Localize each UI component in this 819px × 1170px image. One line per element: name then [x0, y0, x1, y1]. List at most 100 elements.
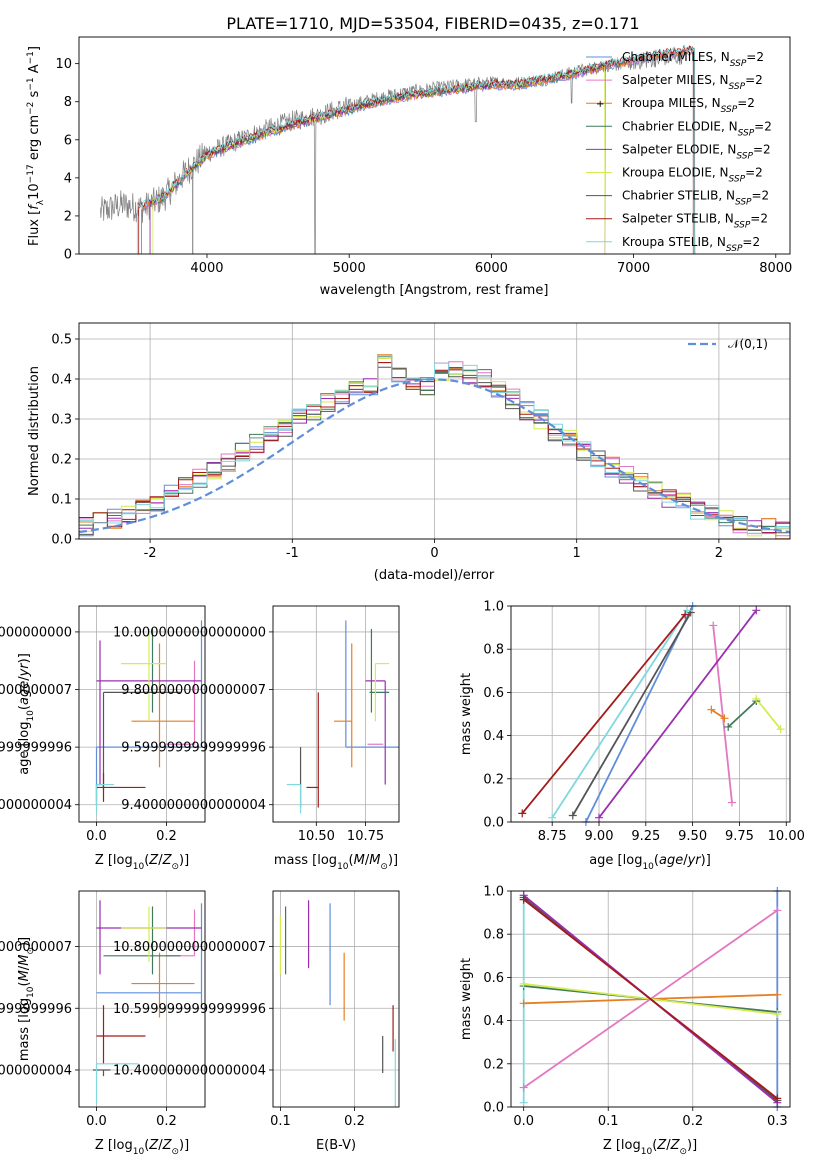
spectrum-xtick-label: 6000: [475, 261, 508, 276]
weight-vs-z-xlabel-part: Z: [670, 1138, 681, 1153]
spectrum-model-line: [136, 44, 696, 254]
weight-vs-age-xlabel-part: age [log: [589, 853, 642, 868]
spectrum-legend-label: Salpeter STELIB, NSSP=2: [622, 212, 768, 231]
weight-vs-age-series-marker: [683, 606, 692, 615]
weight-vs-age-series-marker: [776, 725, 785, 734]
weight-vs-age-series-marker: [752, 606, 761, 615]
weight-vs-z-xlabel-part: /: [666, 1138, 671, 1153]
spectrum-xlabel: wavelength [Angstrom, rest frame]: [320, 283, 549, 298]
weight-vs-age-series-line: [712, 625, 733, 803]
spectrum-legend-label-part: =2: [752, 189, 770, 203]
spectrum-xtick-label: 4000: [190, 261, 223, 276]
age-vs-mass-xlabel-part: M: [369, 853, 380, 868]
weight-vs-z-xlabel-part: Z [log: [603, 1138, 641, 1153]
age-vs-z-ytick-label: 9.8000000000000007: [0, 683, 72, 698]
mass-vs-ebv-grid: [273, 891, 399, 1107]
mass-vs-z-axes: 0.0 0.2 10.4000000000000004 10.599999999999…: [0, 890, 206, 1129]
age-vs-mass-frame: [272, 605, 400, 823]
spectrum-ytick-label: 0: [64, 248, 72, 263]
weight-vs-age-series-marker: [595, 813, 604, 822]
weight-vs-age-xtick-label: 9.25: [631, 829, 660, 844]
weight-vs-z-series-marker: [519, 1098, 528, 1107]
residuals-plot: [79, 354, 790, 539]
age-vs-mass-xtick-label: 10.75: [347, 829, 384, 844]
spectrum-legend-label-part: Salpeter ELODIE, N: [622, 142, 736, 156]
spectrum-xtick-label: 5000: [333, 261, 366, 276]
spectrum-ylabel-part: Flux [: [27, 210, 42, 246]
age-vs-z-xlabel-part: 10: [133, 862, 145, 872]
residuals-ytick-label: 0.1: [51, 493, 72, 508]
weight-vs-z-xlabel-part: )]: [687, 1138, 697, 1153]
age-vs-mass-axes: 10.50 10.75 9.4000000000000004 9.5999999999…: [113, 605, 400, 844]
mass-vs-z-ytick-label: 10.8000000000000007: [0, 940, 72, 955]
age-vs-mass-ytick-label: 9.8000000000000007: [121, 683, 266, 698]
age-vs-z-xlabel-part: /: [158, 853, 163, 868]
spectrum-legend-label-part: Chabrier ELODIE, N: [622, 119, 738, 133]
weight-vs-age-xlabel-part: age: [659, 853, 683, 868]
mass-vs-ebv-ytick-label: 10.4000000000000004: [113, 1063, 266, 1078]
age-vs-mass-xlabel-part: ⊙: [380, 862, 388, 872]
mass-vs-z-xlabel-part: Z: [162, 1138, 173, 1153]
residuals-legend-label: 𝒩(0,1): [728, 337, 768, 351]
residuals-xtick-label: -2: [144, 546, 157, 561]
spectrum-ytick-label: 4: [64, 171, 72, 186]
mass-vs-z-ylabel-part: 10: [26, 986, 36, 998]
spectrum-model-line: [192, 45, 696, 254]
age-vs-z-xtick-label: 0.0: [86, 829, 107, 844]
residuals-legend: 𝒩(0,1): [688, 337, 768, 351]
weight-vs-z-series-marker: [519, 895, 528, 904]
weight-vs-z-xtick-label: 0.2: [682, 1114, 703, 1129]
spectrum-legend-label-part: Chabrier MILES, N: [622, 50, 730, 64]
spectrum-frame: [78, 36, 791, 255]
spectrum-ylabel-part: erg cm: [27, 115, 42, 164]
weight-vs-z-series-marker: [773, 1094, 782, 1103]
age-vs-mass-xtick-label: 10.50: [298, 829, 335, 844]
mass-vs-z-xlabel-part: Z [log: [95, 1138, 133, 1153]
weight-vs-age-series-line: [710, 708, 725, 720]
weight-vs-age-series-marker: [707, 705, 716, 714]
figure-title: PLATE=1710, MJD=53504, FIBERID=0435, z=0…: [226, 14, 639, 33]
weight-vs-z-series-marker: [773, 1010, 782, 1019]
spectrum-legend-label-part: =2: [737, 96, 755, 110]
weight-vs-z-ytick-label: 0.2: [483, 1057, 504, 1072]
mass-vs-z-xlabel-part: ⊙: [171, 1147, 179, 1157]
weight-vs-age-series-marker: [724, 722, 733, 731]
weight-vs-z-xtick-label: 0.1: [598, 1114, 619, 1129]
weight-vs-z-xlabel-part: (: [652, 1138, 657, 1153]
age-vs-mass-xlabel-part: /: [365, 853, 370, 868]
age-vs-z-ylabel-part: (: [17, 705, 32, 710]
weight-vs-age-series-line: [598, 609, 758, 819]
age-vs-z-xlabel-part: (: [144, 853, 149, 868]
spectrum-ylabel-part: λ: [36, 199, 46, 205]
weight-vs-z-xlabel-part: Z: [656, 1138, 667, 1153]
spectrum-ylabel-part: −1: [26, 77, 36, 90]
spectrum-legend-label-part: =2: [742, 235, 760, 249]
age-vs-z-xlabel-part: Z: [162, 853, 173, 868]
mass-vs-z-ytick-label: 10.5999999999999996: [0, 1002, 72, 1017]
spectrum-ytick-label: 2: [64, 209, 72, 224]
age-vs-z-ytick-label: 10.0000000000000000: [0, 625, 72, 640]
age-vs-mass-xlabel-part: (: [349, 853, 354, 868]
weight-vs-z-plot: [522, 891, 779, 1107]
age-vs-mass-xlabel-part: 10: [337, 862, 349, 872]
mass-vs-z-xlabel-part: )]: [179, 1138, 189, 1153]
weight-vs-z-xlabel: Z [log10(Z/Z⊙)]: [603, 1138, 697, 1157]
residuals-xlabel: (data-model)/error: [374, 568, 495, 583]
spectrum-legend-label-part: SSP: [735, 198, 752, 208]
age-vs-z-ylabel-part: age [log: [17, 722, 32, 775]
weight-vs-z-xlabel-part: ⊙: [679, 1147, 687, 1157]
weight-vs-age-series-marker: [709, 621, 718, 630]
spectrum-ytick-label: 8: [64, 95, 72, 110]
residuals-frame: [78, 322, 791, 540]
age-vs-z-xlabel-part: ⊙: [171, 862, 179, 872]
weight-vs-age-xtick-label: 9.50: [678, 829, 707, 844]
weight-vs-z-ytick-label: 0.4: [483, 1014, 504, 1029]
weight-vs-z-series-marker: [773, 990, 782, 999]
age-vs-z-xlabel-part: )]: [179, 853, 189, 868]
weight-vs-age-series-marker: [548, 813, 557, 822]
residuals-ytick-label: 0.0: [51, 533, 72, 548]
spectrum-ylabel: Flux [fλ10−17 erg cm−2 s−1 A−1]: [26, 46, 46, 246]
weight-vs-age-xtick-label: 9.00: [585, 829, 614, 844]
age-vs-z-ytick-label: 9.5999999999999996: [0, 741, 72, 756]
mass-vs-z-xlabel-part: Z: [148, 1138, 159, 1153]
